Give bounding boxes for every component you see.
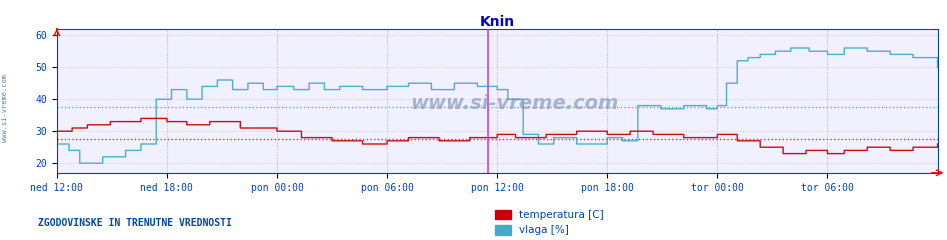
Text: www.si-vreme.com: www.si-vreme.com xyxy=(2,74,8,142)
Text: ZGODOVINSKE IN TRENUTNE VREDNOSTI: ZGODOVINSKE IN TRENUTNE VREDNOSTI xyxy=(38,218,232,228)
Title: Knin: Knin xyxy=(479,15,515,29)
Legend: temperatura [C], vlaga [%]: temperatura [C], vlaga [%] xyxy=(491,206,608,240)
Text: www.si-vreme.com: www.si-vreme.com xyxy=(411,94,619,113)
